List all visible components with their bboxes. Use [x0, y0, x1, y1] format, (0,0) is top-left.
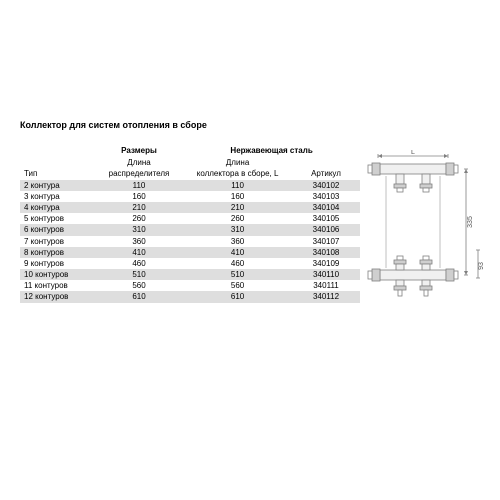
table-row: 10 контуров510510340110	[20, 269, 360, 280]
cell-type: 5 контуров	[20, 213, 95, 224]
cell-article: 340103	[292, 191, 360, 202]
content-row: Размеры Нержавеющая сталь Тип Длина Длин…	[20, 144, 490, 310]
table-body: 2 контура1101103401023 контура1601603401…	[20, 180, 360, 303]
cell-article: 340107	[292, 236, 360, 247]
spec-table: Размеры Нержавеющая сталь Тип Длина Длин…	[20, 144, 360, 303]
cell-dist-len: 460	[95, 258, 183, 269]
cell-assy-len: 360	[183, 236, 292, 247]
table-row: 9 контуров460460340109	[20, 258, 360, 269]
cell-type: 12 контуров	[20, 291, 95, 302]
cell-assy-len: 560	[183, 280, 292, 291]
cell-article: 340105	[292, 213, 360, 224]
th-assy-l1: Длина	[183, 157, 292, 168]
cell-type: 2 контура	[20, 180, 95, 191]
cell-dist-len: 560	[95, 280, 183, 291]
cell-assy-len: 210	[183, 202, 292, 213]
svg-text:L: L	[411, 150, 415, 156]
cell-assy-len: 510	[183, 269, 292, 280]
cell-assy-len: 460	[183, 258, 292, 269]
cell-dist-len: 210	[95, 202, 183, 213]
cell-dist-len: 260	[95, 213, 183, 224]
cell-assy-len: 160	[183, 191, 292, 202]
th-dist-l1: Длина	[95, 157, 183, 168]
cell-article: 340106	[292, 224, 360, 235]
svg-text:335: 335	[467, 216, 474, 228]
table-row: 6 контуров310310340106	[20, 224, 360, 235]
cell-type: 4 контура	[20, 202, 95, 213]
diagram-svg: L 335 93	[366, 150, 486, 310]
th-type: Тип	[20, 157, 95, 179]
cell-article: 340104	[292, 202, 360, 213]
table-row: 8 контуров410410340108	[20, 247, 360, 258]
cell-article: 340112	[292, 291, 360, 302]
cell-type: 6 контуров	[20, 224, 95, 235]
th-dist-l2: распределителя	[95, 168, 183, 179]
cell-article: 340111	[292, 280, 360, 291]
cell-type: 8 контуров	[20, 247, 95, 258]
cell-dist-len: 110	[95, 180, 183, 191]
table-row: 7 контуров360360340107	[20, 236, 360, 247]
cell-type: 7 контуров	[20, 236, 95, 247]
svg-text:93: 93	[478, 262, 485, 270]
doc-title: Коллектор для систем отопления в сборе	[20, 120, 490, 130]
manifold-diagram: L 335 93	[360, 144, 490, 310]
cell-type: 10 контуров	[20, 269, 95, 280]
table-row: 4 контура210210340104	[20, 202, 360, 213]
cell-dist-len: 310	[95, 224, 183, 235]
cell-article: 340110	[292, 269, 360, 280]
cell-dist-len: 610	[95, 291, 183, 302]
cell-type: 9 контуров	[20, 258, 95, 269]
table-row: 3 контура160160340103	[20, 191, 360, 202]
cell-dist-len: 510	[95, 269, 183, 280]
cell-article: 340108	[292, 247, 360, 258]
page: Коллектор для систем отопления в сборе Р…	[0, 0, 500, 500]
cell-assy-len: 410	[183, 247, 292, 258]
th-sizes: Размеры	[95, 144, 183, 157]
table-row: 11 контуров560560340111	[20, 280, 360, 291]
th-steel: Нержавеющая сталь	[183, 144, 360, 157]
cell-article: 340109	[292, 258, 360, 269]
spec-table-wrap: Размеры Нержавеющая сталь Тип Длина Длин…	[20, 144, 360, 303]
cell-assy-len: 110	[183, 180, 292, 191]
table-row: 5 контуров260260340105	[20, 213, 360, 224]
cell-assy-len: 310	[183, 224, 292, 235]
table-row: 12 контуров610610340112	[20, 291, 360, 302]
cell-type: 3 контура	[20, 191, 95, 202]
cell-assy-len: 610	[183, 291, 292, 302]
th-assy-l2: коллектора в сборе, L	[183, 168, 292, 179]
cell-type: 11 контуров	[20, 280, 95, 291]
cell-assy-len: 260	[183, 213, 292, 224]
cell-dist-len: 160	[95, 191, 183, 202]
cell-dist-len: 360	[95, 236, 183, 247]
th-art: Артикул	[292, 157, 360, 179]
cell-article: 340102	[292, 180, 360, 191]
table-row: 2 контура110110340102	[20, 180, 360, 191]
cell-dist-len: 410	[95, 247, 183, 258]
